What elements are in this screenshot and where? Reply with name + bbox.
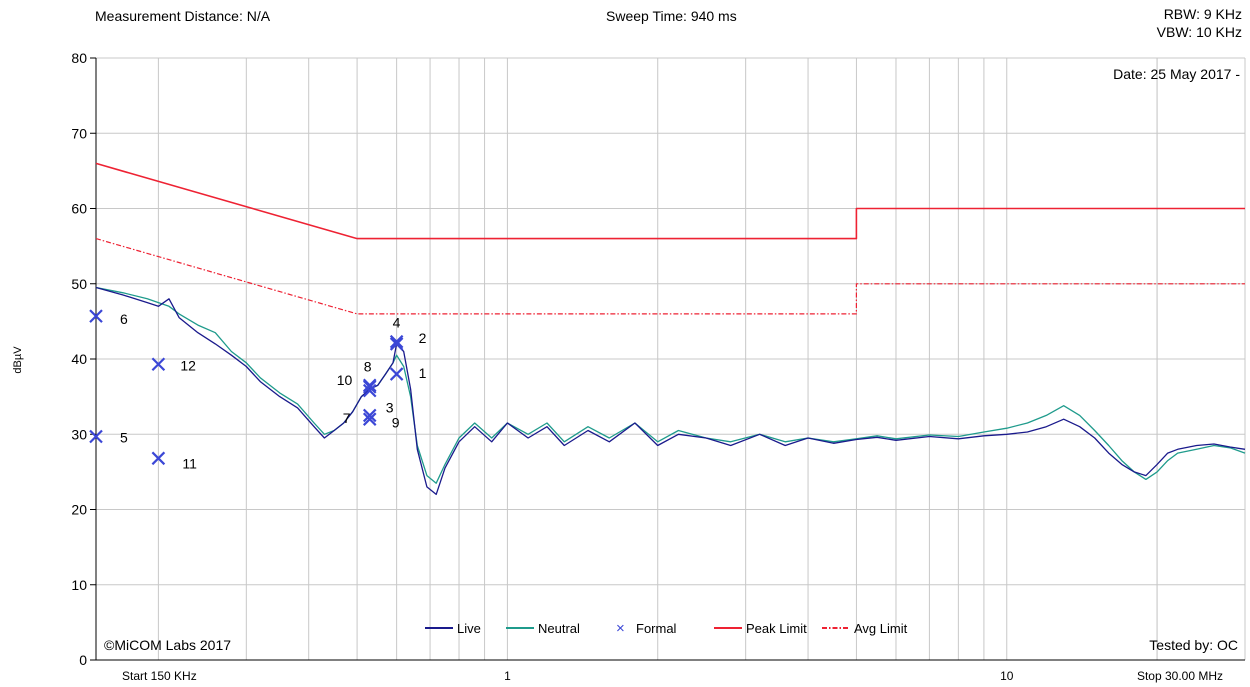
rbw-label: RBW: 9 KHz [1163, 6, 1242, 22]
x-axis: Start 150 KHz 1 10 Stop 30.00 MHz [96, 659, 1245, 683]
legend: Live Neutral × Formal Peak Limit Avg Limit [425, 620, 908, 637]
legend-item: Live [425, 621, 481, 636]
y-tick-label: 20 [71, 502, 87, 518]
series-peak-limit [95, 162, 1245, 240]
legend-label: Formal [636, 621, 677, 636]
y-tick-label: 70 [71, 125, 87, 141]
formal-marker-cross [89, 429, 103, 444]
sweep-time-label: Sweep Time: 940 ms [606, 8, 737, 24]
series-layer [95, 162, 1246, 496]
legend-item: Avg Limit [822, 621, 908, 636]
legend-item: Neutral [506, 621, 580, 636]
copyright-label: ©MiCOM Labs 2017 [104, 637, 231, 653]
formal-marker-cross [389, 367, 404, 381]
y-axis-label: dBµV [12, 346, 24, 374]
formal-marker-label: 2 [419, 330, 427, 346]
formal-marker-label: 6 [120, 311, 128, 327]
formal-marker-cross [362, 383, 377, 398]
formal-marker-7 [362, 412, 377, 426]
formal-marker-10 [362, 380, 377, 394]
grid [96, 57, 1246, 661]
y-tick-label: 0 [79, 652, 87, 668]
formal-marker-label: 7 [343, 410, 351, 426]
x-tick-label: 10 [1000, 669, 1014, 683]
y-tick-label: 40 [71, 351, 87, 367]
formal-marker-9 [362, 408, 377, 423]
legend-label: Neutral [538, 621, 580, 636]
legend-item: Peak Limit [714, 621, 807, 636]
y-axis: 0 10 20 30 40 50 60 70 80 [71, 50, 97, 668]
formal-marker-label: 8 [364, 358, 372, 374]
x-tick-label: Start 150 KHz [122, 669, 197, 683]
y-tick-label: 30 [71, 426, 87, 442]
formal-marker-cross [362, 380, 377, 394]
vbw-label: VBW: 10 KHz [1156, 24, 1242, 40]
tested-by-label: Tested by: OC [1149, 637, 1238, 653]
formal-marker-label: 1 [419, 365, 427, 381]
formal-marker-label: 3 [386, 400, 394, 416]
formal-marker-label: 12 [180, 357, 196, 373]
formal-marker-5 [89, 429, 103, 444]
series-neutral [95, 286, 1246, 484]
formal-marker-cross [89, 309, 103, 323]
series-avg-limit [95, 238, 1245, 315]
formal-marker-11 [151, 451, 166, 466]
formal-marker-cross [151, 451, 166, 466]
y-tick-label: 10 [71, 577, 87, 593]
legend-label: Live [457, 621, 481, 636]
formal-marker-label: 9 [392, 414, 400, 430]
formal-marker-1 [389, 367, 404, 381]
series-live [95, 286, 1246, 496]
formal-marker-label: 4 [393, 315, 401, 331]
x-tick-label: 1 [504, 669, 511, 683]
formal-marker-2 [389, 337, 404, 351]
measurement-distance-label: Measurement Distance: N/A [95, 8, 271, 24]
y-tick-label: 60 [71, 201, 87, 217]
legend-swatch-cross: × [616, 620, 625, 637]
formal-marker-cross [389, 337, 404, 351]
formal-marker-4 [389, 334, 404, 349]
formal-marker-label: 5 [120, 430, 128, 446]
formal-marker-12 [151, 357, 166, 372]
formal-marker-cross [389, 334, 404, 349]
formal-marker-cross [362, 412, 377, 426]
legend-label: Peak Limit [746, 621, 807, 636]
x-tick-label: Stop 30.00 MHz [1137, 669, 1223, 683]
legend-item: × Formal [616, 620, 677, 637]
y-tick-label: 50 [71, 276, 87, 292]
date-label: Date: 25 May 2017 - [1113, 66, 1240, 82]
formal-marker-6 [89, 309, 103, 323]
y-tick-label: 80 [71, 50, 87, 66]
formal-marker-3 [362, 383, 377, 398]
formal-marker-cross [362, 408, 377, 423]
formal-marker-label: 11 [182, 455, 197, 471]
formal-marker-label: 10 [337, 372, 353, 388]
formal-marker-cross [151, 357, 166, 372]
legend-label: Avg Limit [854, 621, 908, 636]
